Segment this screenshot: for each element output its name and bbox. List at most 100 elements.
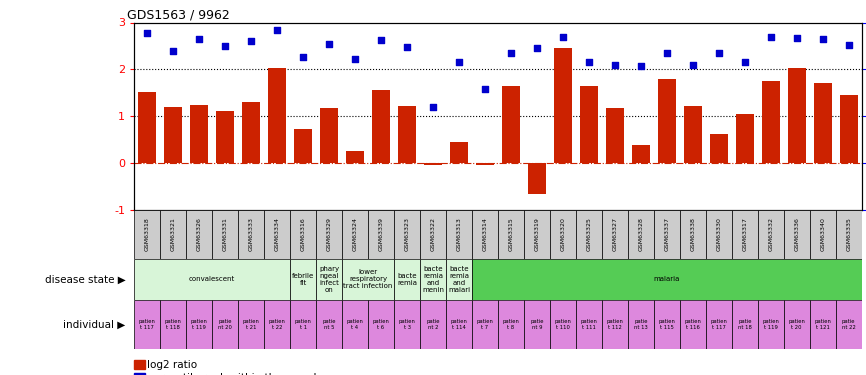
Bar	[735, 114, 753, 163]
Text: GSM63321: GSM63321	[171, 217, 176, 251]
Text: percentile rank within the sample: percentile rank within the sample	[147, 373, 323, 375]
Text: patie
nt 18: patie nt 18	[738, 319, 752, 330]
Text: patien
t 3: patien t 3	[398, 319, 416, 330]
Bar	[397, 106, 416, 163]
FancyBboxPatch shape	[628, 300, 654, 349]
Text: GSM63334: GSM63334	[275, 217, 280, 251]
FancyBboxPatch shape	[368, 210, 394, 259]
Bar	[502, 86, 520, 163]
Bar	[762, 81, 779, 163]
FancyBboxPatch shape	[810, 300, 836, 349]
Text: GSM63328: GSM63328	[638, 217, 643, 251]
FancyBboxPatch shape	[654, 300, 680, 349]
Bar	[372, 90, 390, 163]
Text: GSM63313: GSM63313	[456, 217, 462, 251]
Text: bacte
remia
and
malari: bacte remia and malari	[448, 266, 470, 293]
Text: malaria: malaria	[654, 276, 680, 282]
Text: GSM63317: GSM63317	[742, 217, 747, 251]
Text: convalescent: convalescent	[189, 276, 236, 282]
FancyBboxPatch shape	[238, 300, 264, 349]
FancyBboxPatch shape	[394, 210, 420, 259]
Bar	[683, 106, 701, 163]
Text: patien
t 4: patien t 4	[346, 319, 364, 330]
FancyBboxPatch shape	[264, 300, 290, 349]
Bar	[423, 163, 442, 165]
FancyBboxPatch shape	[836, 300, 862, 349]
FancyBboxPatch shape	[420, 259, 446, 300]
Text: log2 ratio: log2 ratio	[147, 360, 197, 370]
Point	[504, 50, 518, 56]
Text: patien
t 119: patien t 119	[762, 319, 779, 330]
Text: GSM63320: GSM63320	[560, 217, 565, 251]
Text: GSM63325: GSM63325	[586, 217, 591, 251]
FancyBboxPatch shape	[368, 300, 394, 349]
Text: GSM63340: GSM63340	[820, 217, 825, 251]
Point	[348, 56, 362, 62]
FancyBboxPatch shape	[524, 210, 550, 259]
Bar	[709, 134, 727, 163]
Text: patien
t 21: patien t 21	[242, 319, 260, 330]
Text: patien
t 114: patien t 114	[450, 319, 468, 330]
Text: GSM63338: GSM63338	[690, 217, 695, 251]
Text: patie
nt 2: patie nt 2	[426, 319, 440, 330]
FancyBboxPatch shape	[602, 210, 628, 259]
Bar	[788, 68, 805, 163]
Bar	[813, 82, 831, 163]
Text: individual ▶: individual ▶	[63, 320, 126, 329]
Bar	[579, 86, 598, 163]
FancyBboxPatch shape	[420, 210, 446, 259]
Text: patien
t 110: patien t 110	[554, 319, 572, 330]
Point	[634, 63, 648, 69]
FancyBboxPatch shape	[290, 300, 316, 349]
FancyBboxPatch shape	[784, 210, 810, 259]
Point	[426, 104, 440, 110]
Text: patien
t 22: patien t 22	[268, 319, 286, 330]
Bar	[657, 79, 675, 163]
Point	[790, 35, 804, 41]
Text: patien
t 1: patien t 1	[294, 319, 312, 330]
Text: patien
t 119: patien t 119	[191, 319, 208, 330]
FancyBboxPatch shape	[602, 300, 628, 349]
FancyBboxPatch shape	[160, 300, 186, 349]
FancyBboxPatch shape	[628, 210, 654, 259]
FancyBboxPatch shape	[576, 210, 602, 259]
FancyBboxPatch shape	[134, 300, 160, 349]
FancyBboxPatch shape	[576, 300, 602, 349]
Text: GSM63332: GSM63332	[768, 217, 773, 251]
Text: GSM63330: GSM63330	[716, 217, 721, 251]
FancyBboxPatch shape	[836, 210, 862, 259]
FancyBboxPatch shape	[498, 210, 524, 259]
FancyBboxPatch shape	[758, 300, 784, 349]
Bar	[839, 95, 857, 163]
Text: disease state ▶: disease state ▶	[45, 274, 126, 284]
Bar	[268, 68, 286, 163]
FancyBboxPatch shape	[498, 300, 524, 349]
FancyBboxPatch shape	[732, 300, 758, 349]
Point	[270, 27, 284, 33]
FancyBboxPatch shape	[134, 259, 290, 300]
FancyBboxPatch shape	[446, 210, 472, 259]
FancyBboxPatch shape	[706, 210, 732, 259]
FancyBboxPatch shape	[706, 300, 732, 349]
Text: patien
t 111: patien t 111	[580, 319, 598, 330]
Bar	[139, 92, 157, 163]
Point	[374, 38, 388, 44]
Text: GSM63322: GSM63322	[430, 217, 436, 251]
Bar	[346, 152, 364, 163]
FancyBboxPatch shape	[446, 300, 472, 349]
Point	[218, 43, 232, 49]
Point	[192, 36, 206, 42]
Text: patien
t 6: patien t 6	[372, 319, 390, 330]
FancyBboxPatch shape	[472, 210, 498, 259]
FancyBboxPatch shape	[784, 300, 810, 349]
Bar	[631, 146, 650, 163]
FancyBboxPatch shape	[446, 259, 472, 300]
Bar	[190, 105, 208, 163]
FancyBboxPatch shape	[238, 210, 264, 259]
Bar	[294, 129, 312, 163]
Text: patie
nt 22: patie nt 22	[842, 319, 856, 330]
Point	[582, 59, 596, 65]
Point	[608, 62, 622, 68]
Bar	[553, 48, 572, 163]
Text: phary
ngeal
infect
on: phary ngeal infect on	[319, 266, 339, 293]
